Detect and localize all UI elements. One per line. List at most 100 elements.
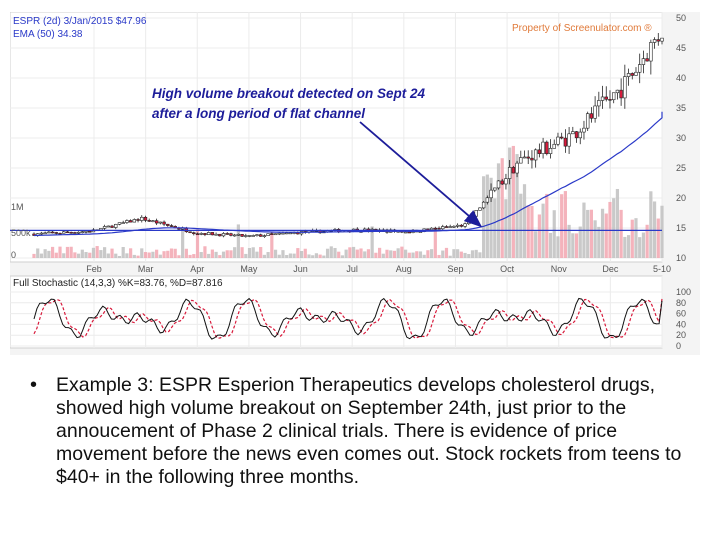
candle-body <box>474 210 478 217</box>
candle-body <box>459 224 464 227</box>
candle-body <box>619 89 623 99</box>
volume-bar <box>604 213 608 258</box>
volume-bar <box>366 249 371 258</box>
ema-header: EMA (50) 34.38 <box>13 29 83 40</box>
volume-bar <box>69 246 73 258</box>
volume-bar <box>407 252 411 258</box>
volume-bar <box>143 252 148 258</box>
volume-bar <box>396 248 400 258</box>
annotation-line-2: after a long period of flat channel <box>152 106 365 121</box>
volume-bar <box>519 193 523 258</box>
volume-bar <box>162 251 166 258</box>
candle-body <box>604 96 608 100</box>
stochastic-k-line <box>33 297 663 340</box>
candle-body <box>545 141 549 155</box>
volume-tick-label: 500k <box>11 228 31 238</box>
volume-bar <box>54 252 58 258</box>
volume-bar <box>482 176 486 258</box>
volume-bar <box>556 236 560 258</box>
price-tick-label: 20 <box>676 193 686 203</box>
candle-body <box>247 235 252 237</box>
volume-bar <box>612 198 616 258</box>
volume-bar <box>188 254 192 258</box>
volume-bar <box>437 254 441 258</box>
candle-body <box>288 232 293 235</box>
candle-body <box>563 137 568 147</box>
volume-bar <box>285 254 289 258</box>
volume-bar <box>422 254 426 258</box>
candle-body <box>522 156 527 159</box>
candle-body <box>634 71 638 76</box>
candle-body <box>258 234 263 237</box>
volume-bar <box>221 251 226 258</box>
volume-bar <box>526 205 530 258</box>
candle-body <box>147 220 151 222</box>
candle-body <box>578 131 582 139</box>
volume-bar <box>600 208 605 258</box>
candle-body <box>597 100 601 107</box>
volume-bar <box>43 249 47 258</box>
candle-body <box>206 232 211 236</box>
volume-bar <box>169 248 174 258</box>
candle-body <box>496 180 501 189</box>
candle-body <box>270 233 274 235</box>
volume-bar <box>125 253 129 258</box>
volume-bar <box>270 231 274 258</box>
bullet-icon: • <box>30 374 38 396</box>
volume-bar <box>359 248 363 258</box>
candle-body <box>608 98 612 101</box>
volume-bar <box>73 252 77 258</box>
candle-body <box>660 37 664 42</box>
volume-bar <box>277 254 281 258</box>
candle-body <box>571 131 575 135</box>
volume-bar <box>392 250 397 258</box>
candle-body <box>195 233 200 236</box>
x-tick-label: May <box>240 264 258 274</box>
volume-bar <box>292 253 296 258</box>
candle-body <box>559 136 564 139</box>
volume-bar <box>548 232 553 258</box>
candle-body <box>611 92 616 101</box>
candle-body <box>69 231 73 234</box>
candle-body <box>615 89 620 94</box>
candle-body <box>225 233 229 235</box>
candle-body <box>99 228 103 231</box>
candle-body <box>210 232 215 236</box>
candle-body <box>54 232 58 234</box>
volume-bar <box>58 246 62 258</box>
volume-bar <box>504 199 508 258</box>
volume-bar <box>496 163 501 258</box>
candle-body <box>244 235 248 237</box>
candle-body <box>65 231 70 234</box>
volume-bar <box>50 246 55 258</box>
volume-bar <box>129 248 133 258</box>
candle-body <box>541 141 545 154</box>
volume-bar <box>210 249 214 258</box>
volume-bar <box>255 251 259 258</box>
volume-bar <box>39 253 44 258</box>
volume-bar <box>626 235 631 258</box>
candle-body <box>455 224 460 227</box>
price-tick-label: 30 <box>676 133 686 143</box>
volume-bar <box>155 249 159 258</box>
x-tick-label: Sep <box>447 264 463 274</box>
x-tick-label: 5-10 <box>653 264 671 274</box>
candle-body <box>504 178 508 185</box>
volume-bar <box>273 249 278 258</box>
volume-bar <box>47 250 51 258</box>
volume-bar <box>474 249 478 258</box>
volume-bar <box>344 249 348 258</box>
candle-body <box>638 64 642 73</box>
candle-body <box>128 220 133 223</box>
volume-bar <box>207 253 211 258</box>
volume-bar <box>121 246 125 258</box>
x-tick-label: Oct <box>500 264 515 274</box>
candle-body <box>426 228 430 231</box>
candle-body <box>199 233 203 235</box>
volume-bar <box>623 236 627 258</box>
candle-body <box>519 157 523 164</box>
candle-body <box>251 235 255 237</box>
volume-bar <box>166 250 170 258</box>
volume-bar <box>567 224 571 258</box>
volume-bar <box>552 210 556 258</box>
